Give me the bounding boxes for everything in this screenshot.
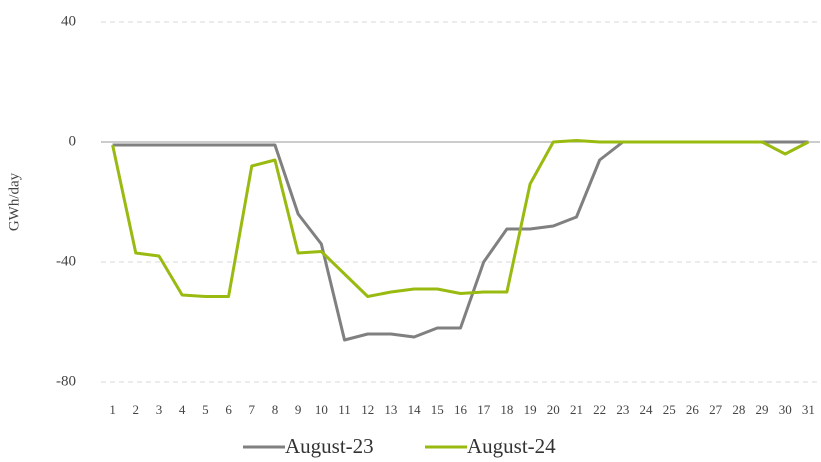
x-tick-label: 16 (454, 402, 468, 417)
x-tick-label: 14 (408, 402, 422, 417)
x-tick-label: 3 (156, 402, 163, 417)
series-line (111, 139, 810, 298)
y-tick-label: -80 (56, 373, 76, 389)
x-tick-label: 22 (593, 402, 606, 417)
x-tick-label: 18 (500, 402, 513, 417)
x-tick-label: 15 (431, 402, 444, 417)
y-tick-label: -40 (56, 253, 76, 269)
x-tick-label: 23 (616, 402, 629, 417)
y-tick-label: 40 (61, 13, 76, 29)
x-tick-label: 9 (295, 402, 302, 417)
x-tick-label: 4 (179, 402, 186, 417)
x-tick-label: 31 (802, 402, 815, 417)
x-tick-label: 6 (225, 402, 232, 417)
x-tick-label: 8 (272, 402, 279, 417)
x-tick-label: 1 (109, 402, 116, 417)
x-tick-label: 7 (249, 402, 256, 417)
x-tick-label: 27 (709, 402, 723, 417)
x-tick-label: 25 (663, 402, 676, 417)
x-tick-label: 11 (338, 402, 351, 417)
x-tick-label: 28 (732, 402, 745, 417)
y-axis-label: GWh/day (6, 172, 22, 231)
x-tick-label: 20 (547, 402, 560, 417)
x-tick-label: 13 (384, 402, 397, 417)
x-tick-label: 5 (202, 402, 209, 417)
x-tick-label: 12 (361, 402, 374, 417)
legend-label: August-23 (285, 434, 374, 458)
y-tick-label: 0 (69, 133, 77, 149)
x-tick-label: 19 (524, 402, 537, 417)
x-tick-label: 26 (686, 402, 700, 417)
x-tick-label: 17 (477, 402, 491, 417)
x-tick-label: 10 (315, 402, 328, 417)
x-tick-label: 24 (640, 402, 654, 417)
series-line (112, 140, 809, 342)
legend-label: August-24 (467, 434, 556, 458)
x-tick-label: 2 (133, 402, 140, 417)
x-tick-label: 30 (779, 402, 792, 417)
x-tick-label: 29 (756, 402, 769, 417)
x-tick-label: 21 (570, 402, 583, 417)
